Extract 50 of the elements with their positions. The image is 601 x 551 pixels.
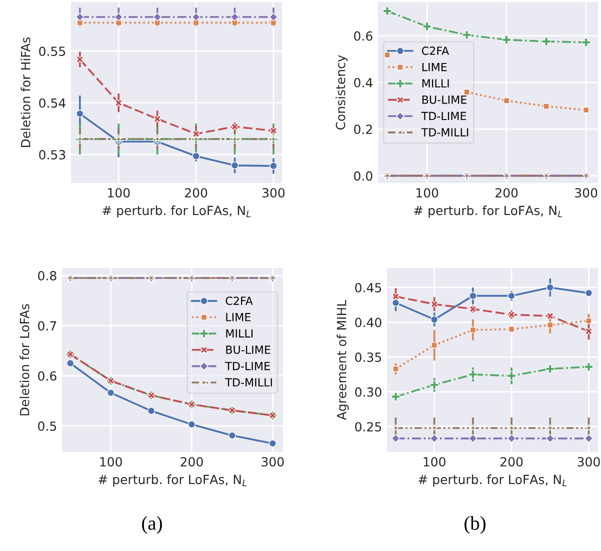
y-tick-label: 0.4 (354, 78, 372, 88)
y-tick-label: 0.35 (355, 352, 382, 362)
text: (b) (464, 516, 486, 534)
x-axis-title: # perturb. for LoFAs, N$_{L}$ (414, 206, 562, 218)
legend-label: TD-MILLI (225, 378, 272, 386)
x-axis-title: # perturb. for LoFAs, N$_{L}$ (98, 474, 246, 487)
legend-label: C2FA (226, 296, 253, 305)
y-axis-title: Deletion for HiFAs (20, 37, 30, 148)
legend-label: MILLI (226, 329, 253, 338)
legend-label: C2FA (422, 46, 450, 55)
x-tick-label: 200 (185, 188, 208, 198)
legend-label: LIME (422, 63, 447, 72)
y-tick-label: 0.2 (354, 124, 372, 134)
y-tick-label: 0.5 (38, 421, 56, 431)
legend-label: TD-MILLI (421, 128, 468, 136)
y-tick-label: 0.54 (39, 98, 66, 108)
legend-label: MILLI (422, 79, 449, 88)
y-axis-title: Consistency (336, 55, 348, 130)
x-tick-label: 200 (500, 457, 523, 467)
y-tick-label: 0.25 (355, 422, 382, 432)
y-tick-label: 0.0 (354, 171, 372, 181)
y-tick-label: 0.6 (354, 31, 372, 41)
y-axis-title: Deletion for LoFAs (20, 304, 30, 416)
y-tick-label: 0.30 (355, 387, 382, 397)
x-tick-label: 100 (100, 457, 122, 467)
x-axis-title: # perturb. for LoFAs, N$_{L}$ (418, 474, 566, 487)
y-tick-label: 0.53 (39, 150, 66, 160)
y-tick-label: 0.6 (38, 371, 56, 381)
x-tick-label: 300 (262, 188, 285, 198)
y-tick-label: 0.40 (355, 318, 382, 328)
y-tick-label: 0.7 (38, 321, 56, 331)
legend-label: BU-LIME (226, 346, 270, 354)
y-tick-label: 0.8 (38, 270, 56, 280)
text: (a) (142, 516, 162, 534)
legend-label: LIME (226, 313, 250, 322)
x-tick-label: 100 (416, 188, 438, 198)
x-tick-label: 300 (575, 188, 598, 198)
x-tick-label: 300 (262, 457, 284, 467)
x-tick-label: 200 (496, 188, 518, 198)
x-tick-label: 300 (578, 457, 600, 467)
y-tick-label: 0.45 (355, 282, 382, 292)
legend-label: TD-LIME (421, 112, 466, 120)
legend-label: BU-LIME (422, 96, 466, 104)
legend-label: TD-LIME (225, 362, 270, 370)
x-tick-label: 100 (424, 457, 446, 467)
y-axis-title: Agreement of MIHL (336, 300, 349, 420)
x-axis-title: # perturb. for LoFAs, N$_{L}$ (102, 206, 250, 218)
x-tick-label: 200 (180, 457, 203, 467)
y-tick-label: 0.55 (39, 46, 66, 56)
x-tick-label: 100 (108, 188, 130, 198)
